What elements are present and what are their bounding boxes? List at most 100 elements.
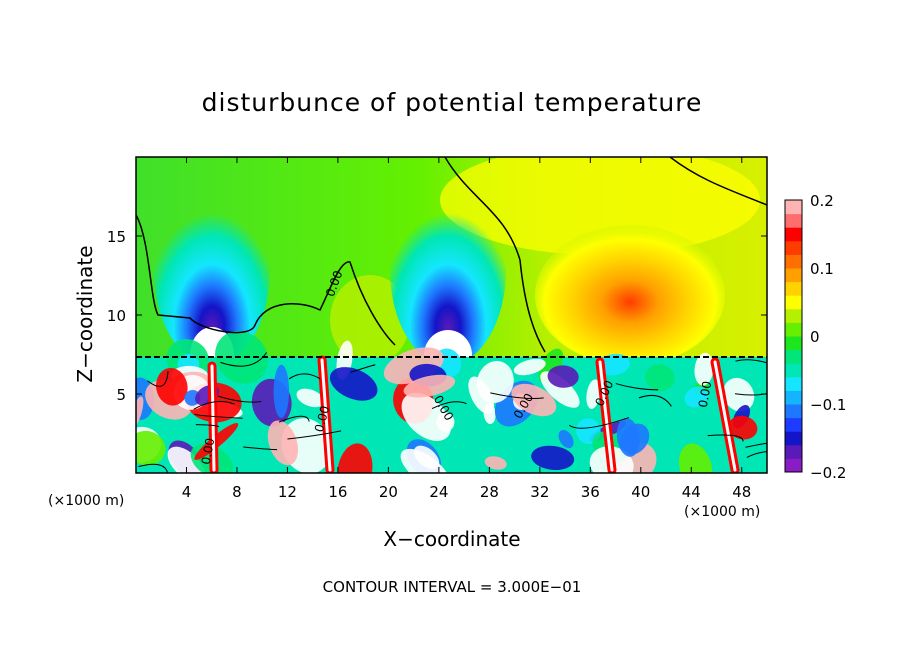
colorbar-swatch bbox=[785, 404, 802, 419]
x-tick-label: 16 bbox=[328, 483, 347, 501]
contour-line bbox=[138, 463, 169, 473]
y-tick-label: 10 bbox=[107, 307, 126, 325]
colorbar-swatch bbox=[785, 322, 802, 337]
upper-warm-band bbox=[440, 157, 760, 255]
cold-anomaly-center bbox=[390, 175, 506, 365]
turbulent-cell bbox=[558, 429, 574, 449]
zero-contour-left bbox=[136, 214, 396, 346]
turbulent-cell bbox=[136, 430, 166, 466]
colorbar-swatch bbox=[785, 376, 802, 391]
turbulent-cell bbox=[684, 386, 709, 408]
turbulent-cell bbox=[296, 388, 324, 408]
x-tick-label: 28 bbox=[480, 483, 499, 501]
colorbar bbox=[784, 199, 803, 473]
turbulent-cell bbox=[694, 352, 714, 386]
contour-line bbox=[195, 424, 220, 428]
turbulent-cell bbox=[531, 445, 575, 471]
x-tick-label: 44 bbox=[682, 483, 701, 501]
colorbar-swatch bbox=[785, 458, 802, 473]
contour-line bbox=[350, 364, 376, 373]
contour-line bbox=[615, 383, 659, 391]
y-tick-label: 5 bbox=[116, 386, 126, 404]
colorbar-swatch bbox=[785, 308, 802, 323]
contour-line bbox=[147, 371, 169, 387]
colorbar-ticks: 0.2 0.1 0 −0.1 −0.2 bbox=[810, 192, 846, 482]
colorbar-swatch bbox=[785, 431, 802, 446]
warm-streak-core bbox=[713, 360, 737, 472]
turbulent-cell bbox=[401, 392, 452, 441]
contour-field: 0.000.00 0.00 0.00 0.00 0.000.00 bbox=[136, 157, 767, 473]
zero-contour-center bbox=[444, 157, 546, 353]
x-tick-label: 4 bbox=[182, 483, 192, 501]
colorbar-swatch bbox=[785, 390, 802, 405]
colorbar-tick-label: −0.1 bbox=[810, 396, 846, 414]
turbulent-cell bbox=[403, 374, 456, 398]
turbulent-cell bbox=[400, 448, 450, 473]
x-axis-ticks: 4 8 12 16 20 24 28 32 36 40 44 48 bbox=[182, 157, 751, 501]
warm-streak-core bbox=[210, 364, 216, 472]
warm-anomaly-region bbox=[535, 225, 725, 365]
x-tick-label: 48 bbox=[732, 483, 751, 501]
turbulent-cell bbox=[616, 417, 640, 457]
colorbar-frame bbox=[784, 199, 803, 473]
x-tick-label: 12 bbox=[278, 483, 297, 501]
colorbar-tick-label: −0.2 bbox=[810, 464, 846, 482]
colorbar-swatch bbox=[785, 295, 802, 310]
contour-line bbox=[735, 359, 767, 364]
x-tick-label: 32 bbox=[530, 483, 549, 501]
colorbar-tick-label: 0 bbox=[810, 328, 820, 346]
turbulent-cell bbox=[167, 446, 205, 473]
contour-line bbox=[243, 446, 278, 451]
x-tick-label: 20 bbox=[379, 483, 398, 501]
colorbar-swatch bbox=[785, 444, 802, 459]
turbulent-cell bbox=[413, 445, 440, 470]
x-tick-label: 24 bbox=[429, 483, 448, 501]
contour-value-label: 0.00 bbox=[696, 380, 714, 409]
turbulent-cell bbox=[728, 415, 758, 440]
contour-line bbox=[194, 413, 243, 419]
contour-line bbox=[217, 395, 262, 403]
contour-line bbox=[288, 373, 321, 380]
x-axis-unit-left: (×1000 m) bbox=[48, 493, 124, 509]
y-axis-ticks: 5 10 15 bbox=[107, 228, 767, 404]
chart-title: disturbunce of potential temperature bbox=[202, 88, 703, 117]
turbulent-cell bbox=[156, 367, 188, 406]
colorbar-swatch bbox=[785, 336, 802, 351]
colorbar-swatch bbox=[785, 268, 802, 283]
turbulent-cell bbox=[273, 364, 290, 418]
contour-line bbox=[431, 401, 467, 410]
contour-line bbox=[220, 352, 267, 367]
turbulent-cell bbox=[337, 443, 373, 473]
contour-line bbox=[278, 415, 310, 423]
x-tick-label: 36 bbox=[581, 483, 600, 501]
turbulent-cell bbox=[586, 379, 601, 409]
turbulent-cell bbox=[547, 365, 579, 388]
colorbar-swatch bbox=[785, 363, 802, 378]
turbulent-cell bbox=[215, 330, 268, 384]
turbulent-cell bbox=[476, 360, 514, 403]
x-tick-label: 8 bbox=[232, 483, 242, 501]
turbulent-cell bbox=[678, 443, 713, 473]
contour-line bbox=[568, 417, 630, 429]
contour-line bbox=[287, 430, 342, 440]
colorbar-tick-label: 0.2 bbox=[810, 192, 834, 210]
colorbar-swatch bbox=[785, 349, 802, 364]
contour-line bbox=[638, 395, 672, 407]
contour-line bbox=[490, 392, 544, 399]
contour-value-label: 0.00 bbox=[312, 404, 332, 433]
contour-line bbox=[707, 434, 744, 442]
contour-line bbox=[746, 451, 767, 458]
colorbar-swatch bbox=[785, 213, 802, 228]
turbulent-cell bbox=[513, 358, 546, 376]
turbulent-cell bbox=[267, 420, 299, 466]
colorbar-swatch bbox=[785, 240, 802, 255]
x-tick-label: 40 bbox=[631, 483, 650, 501]
colorbar-swatch bbox=[785, 254, 802, 269]
contour-line bbox=[745, 442, 767, 448]
colorbar-swatch bbox=[785, 227, 802, 242]
warm-streak-core bbox=[320, 358, 332, 472]
x-axis-label: X−coordinate bbox=[383, 527, 520, 551]
turbulent-cell bbox=[511, 383, 557, 417]
colorbar-swatch bbox=[785, 281, 802, 296]
turbulent-cell bbox=[597, 353, 630, 376]
